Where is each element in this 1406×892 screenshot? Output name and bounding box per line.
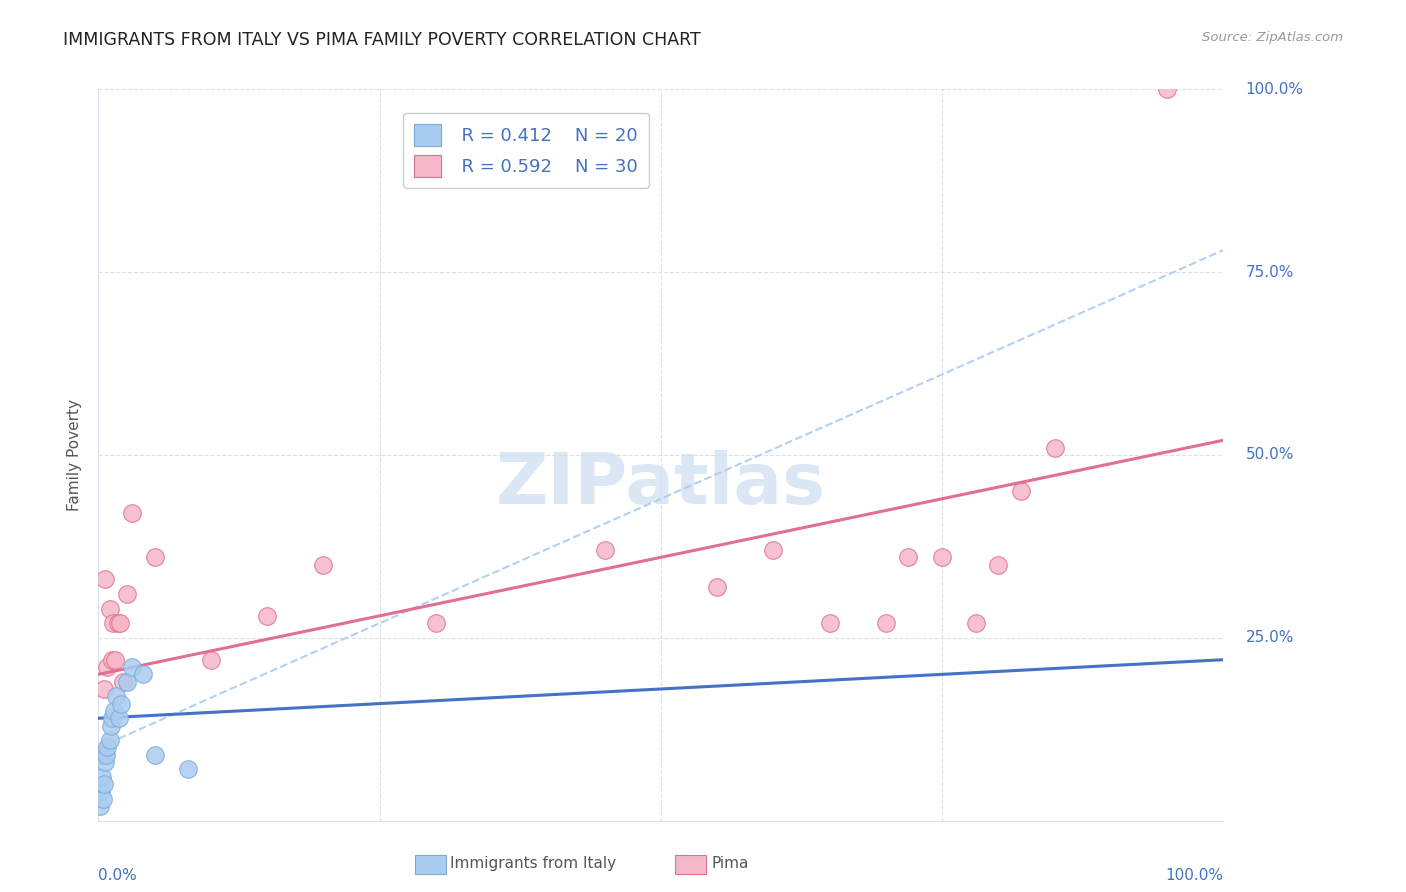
Point (93, 777, 115, 791)
Point (121, 507, 143, 521)
Text: Immigrants from Italy: Immigrants from Italy (450, 856, 616, 871)
Point (762, 543, 785, 558)
Point (112, 674, 135, 689)
Text: Source: ZipAtlas.com: Source: ZipAtlas.com (1202, 31, 1343, 45)
Point (1010, 484, 1032, 499)
Point (1156, 82, 1178, 96)
Point (104, 653, 127, 667)
Point (89, 799, 111, 814)
Point (965, 616, 987, 631)
Point (101, 653, 124, 667)
Text: 50.0%: 50.0% (1246, 448, 1294, 462)
Point (90, 784, 112, 798)
Text: 100.0%: 100.0% (1166, 868, 1223, 883)
Y-axis label: Family Poverty: Family Poverty (67, 399, 83, 511)
Point (107, 616, 129, 631)
Point (1043, 441, 1066, 455)
Point (94, 572, 117, 586)
Point (121, 660, 143, 674)
Point (177, 763, 200, 777)
Point (132, 667, 155, 681)
Point (96, 660, 118, 674)
Text: ZIPatlas: ZIPatlas (496, 450, 825, 518)
Point (312, 558, 335, 572)
Point (96, 740, 118, 755)
Text: 75.0%: 75.0% (1246, 265, 1294, 279)
Point (98, 601, 121, 615)
Point (110, 697, 132, 711)
Point (593, 543, 616, 558)
Point (90, 770, 112, 784)
Point (93, 681, 115, 696)
Point (256, 608, 278, 623)
Point (100, 718, 122, 732)
Point (101, 711, 124, 725)
Point (931, 550, 953, 565)
Point (91, 791, 114, 805)
Text: IMMIGRANTS FROM ITALY VS PIMA FAMILY POVERTY CORRELATION CHART: IMMIGRANTS FROM ITALY VS PIMA FAMILY POV… (63, 31, 702, 49)
Point (143, 550, 166, 565)
Point (103, 704, 125, 718)
Text: 0.0%: 0.0% (98, 868, 138, 883)
Point (107, 711, 129, 725)
Legend:   R = 0.412    N = 20,   R = 0.592    N = 30: R = 0.412 N = 20, R = 0.592 N = 30 (404, 113, 648, 187)
Text: 100.0%: 100.0% (1246, 82, 1303, 96)
Point (115, 674, 138, 689)
Point (90, 747, 112, 762)
Point (115, 587, 138, 601)
Point (987, 558, 1010, 572)
Point (897, 550, 920, 565)
Text: Pima: Pima (711, 856, 749, 871)
Point (875, 616, 897, 631)
Point (98, 733, 121, 747)
Point (105, 690, 128, 704)
Point (101, 616, 124, 631)
Point (96, 747, 118, 762)
Point (108, 616, 131, 631)
Point (200, 653, 222, 667)
Point (706, 580, 728, 594)
Point (425, 616, 447, 631)
Point (143, 747, 166, 762)
Point (818, 616, 841, 631)
Point (94, 755, 117, 769)
Text: 25.0%: 25.0% (1246, 631, 1294, 645)
